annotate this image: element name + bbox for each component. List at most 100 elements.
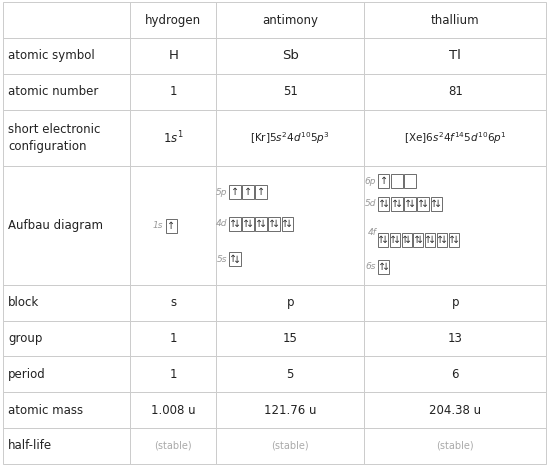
Bar [216,285,364,321]
Bar [131,166,216,285]
Text: 1: 1 [170,85,177,98]
Text: ↑: ↑ [436,235,444,245]
Text: 121.76 u: 121.76 u [264,404,317,417]
Bar [216,74,364,110]
Text: ↓: ↓ [382,261,390,272]
Text: ↑: ↑ [401,235,409,245]
Bar [255,185,267,199]
Text: ↓: ↓ [405,235,412,245]
Text: 5s: 5s [217,255,227,264]
Bar [404,197,416,211]
Bar [364,74,546,110]
Text: thallium: thallium [431,14,479,27]
Bar [3,110,131,166]
Text: ↑: ↑ [242,219,250,229]
Text: 5: 5 [287,368,294,381]
Bar [378,197,389,211]
Text: ↓: ↓ [381,235,389,245]
Text: 1s: 1s [153,221,164,230]
Text: ↓: ↓ [452,235,460,245]
Text: ↓: ↓ [272,219,281,229]
Text: ↓: ↓ [259,219,267,229]
Bar [449,233,459,247]
Text: 51: 51 [283,85,298,98]
Bar [131,321,216,356]
Text: 4d: 4d [216,219,227,228]
Text: ↑: ↑ [281,219,289,229]
Bar [3,428,131,464]
Text: ↑: ↑ [430,199,438,209]
Text: 1: 1 [170,368,177,381]
Text: ↑: ↑ [404,199,412,209]
Text: configuration: configuration [8,140,87,153]
Bar [364,356,546,392]
Text: 5p: 5p [216,187,227,197]
Text: ↓: ↓ [382,199,390,209]
Bar [364,392,546,428]
Bar [425,233,435,247]
Bar [364,321,546,356]
Bar [364,38,546,74]
Text: 1: 1 [170,332,177,345]
Bar [282,217,293,231]
Bar [364,285,546,321]
Text: s: s [170,296,176,309]
Text: 6s: 6s [366,262,376,271]
Bar [216,2,364,38]
Text: ↑: ↑ [244,187,252,197]
Bar [242,185,254,199]
Bar [255,217,267,231]
Text: ↓: ↓ [233,219,241,229]
Text: atomic mass: atomic mass [8,404,83,417]
Bar [364,166,546,285]
Text: ↓: ↓ [233,254,241,265]
Text: ↑: ↑ [167,220,176,231]
Bar [3,38,131,74]
Text: ↓: ↓ [285,219,294,229]
Text: half-life: half-life [8,439,52,452]
Bar [413,233,423,247]
Bar [216,356,364,392]
Bar [3,2,131,38]
Text: period: period [8,368,46,381]
Text: ↓: ↓ [421,199,429,209]
Bar [216,321,364,356]
Bar [131,428,216,464]
Text: ↑: ↑ [228,219,237,229]
Text: ↑: ↑ [378,199,385,209]
Text: 204.38 u: 204.38 u [429,404,481,417]
Text: $[\mathrm{Kr}]5s^{2}4d^{10}5p^{3}$: $[\mathrm{Kr}]5s^{2}4d^{10}5p^{3}$ [250,130,330,146]
Text: ↑: ↑ [448,235,456,245]
Text: antimony: antimony [262,14,318,27]
Bar [229,253,240,267]
Text: ↓: ↓ [416,235,424,245]
Text: ↑: ↑ [417,199,425,209]
Bar [378,260,389,274]
Text: 6p: 6p [365,177,376,186]
Bar [404,174,416,188]
Bar [378,233,388,247]
Bar [216,428,364,464]
Text: ↑: ↑ [378,261,385,272]
Text: short electronic: short electronic [8,123,100,136]
Text: ↑: ↑ [231,187,239,197]
Text: 5d: 5d [365,199,376,208]
Bar [3,392,131,428]
Bar [216,38,364,74]
Text: ↓: ↓ [440,235,448,245]
Text: 15: 15 [283,332,298,345]
Text: atomic symbol: atomic symbol [8,49,95,62]
Text: atomic number: atomic number [8,85,99,98]
Text: ↑: ↑ [391,199,399,209]
Text: ↑: ↑ [377,235,385,245]
Bar [216,166,364,285]
Text: ↓: ↓ [395,199,403,209]
Bar [131,392,216,428]
Text: ↓: ↓ [434,199,442,209]
Text: 13: 13 [448,332,463,345]
Text: (stable): (stable) [155,441,192,451]
Text: ↓: ↓ [408,199,416,209]
Bar [166,219,177,233]
Bar [3,321,131,356]
Bar [378,174,389,188]
